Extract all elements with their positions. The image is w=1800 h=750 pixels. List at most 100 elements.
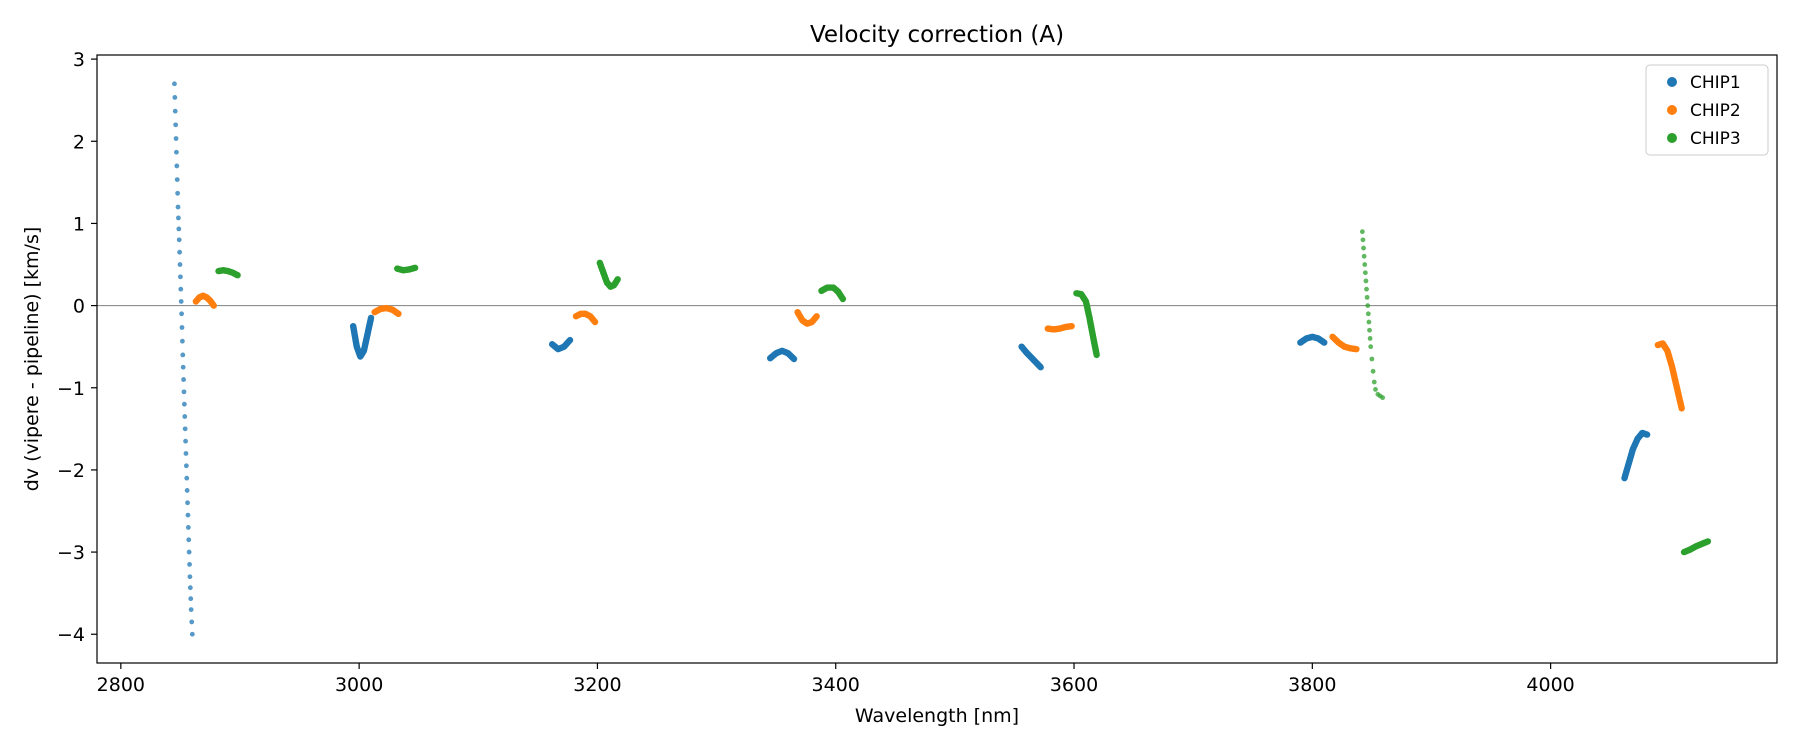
data-point <box>1362 270 1368 276</box>
x-tick-label: 3200 <box>573 674 621 696</box>
x-tick-label: 2800 <box>97 674 145 696</box>
data-point <box>176 237 182 243</box>
data-point <box>1364 286 1369 292</box>
data-point <box>172 81 177 87</box>
series-chip1-segment-5 <box>1018 343 1044 371</box>
chart-title: Velocity correction (A) <box>810 22 1064 48</box>
x-tick-label: 3400 <box>812 674 860 696</box>
data-point <box>566 336 574 344</box>
data-point <box>1362 262 1368 267</box>
series-chip3-segment-6 <box>1359 229 1386 401</box>
data-point <box>591 318 599 326</box>
data-point <box>189 631 195 637</box>
data-point <box>181 389 187 395</box>
data-point <box>1367 327 1372 333</box>
y-tick-label: 1 <box>73 213 85 235</box>
y-tick-label: −1 <box>57 378 85 400</box>
legend-label-chip2: CHIP2 <box>1690 101 1741 121</box>
data-point <box>181 401 187 407</box>
x-tick-label: 3000 <box>335 674 383 696</box>
data-point <box>1093 351 1100 359</box>
data-point <box>185 500 190 506</box>
legend-marker-chip2 <box>1667 105 1677 115</box>
data-point <box>185 512 191 518</box>
data-point <box>187 562 192 567</box>
series-chip1-segment-3 <box>548 336 574 353</box>
x-axis-label: Wavelength [nm] <box>855 705 1019 727</box>
x-tick-label: 3600 <box>1050 674 1098 696</box>
series-chip1 <box>172 81 1651 637</box>
legend-marker-chip1 <box>1667 77 1677 87</box>
x-tick-label: 4000 <box>1526 674 1574 696</box>
legend-marker-chip3 <box>1667 133 1677 143</box>
data-point <box>186 537 192 543</box>
y-tick-label: 2 <box>73 131 85 153</box>
data-point <box>1361 245 1366 251</box>
data-point <box>1678 405 1685 412</box>
series-chip3-segment-4 <box>818 284 847 303</box>
data-point <box>177 249 183 255</box>
series-chip1-segment-1 <box>172 81 195 637</box>
series-chip3-segment-2 <box>394 264 419 274</box>
data-point <box>1364 294 1370 300</box>
data-point <box>1360 237 1366 243</box>
data-point <box>1321 339 1328 346</box>
data-point <box>182 414 188 419</box>
data-point <box>234 271 241 279</box>
data-point <box>189 619 195 625</box>
data-point <box>1373 387 1378 392</box>
data-point <box>1068 322 1075 330</box>
data-point <box>839 295 847 303</box>
data-point <box>395 310 402 318</box>
series-chip2 <box>192 292 1685 412</box>
data-point <box>174 163 180 169</box>
data-point <box>180 352 186 358</box>
data-point <box>174 149 179 155</box>
series-chip3-segment-3 <box>596 259 621 290</box>
y-axis-label: dv (vipere - pipeline) [km/s] <box>21 227 43 492</box>
data-point <box>188 596 194 602</box>
legend-box <box>1645 64 1769 156</box>
data-point <box>180 364 186 370</box>
series-chip1-segment-7 <box>1621 429 1651 482</box>
data-point <box>614 276 621 283</box>
data-point <box>1367 336 1373 341</box>
plot-area <box>97 55 1777 663</box>
y-axis-ticks: 3 2 1 0 −1 −2 −3 −4 <box>57 49 97 646</box>
y-tick-label: −3 <box>57 542 85 564</box>
data-point <box>1380 395 1386 401</box>
data-point <box>184 475 190 481</box>
series-chip2-segment-1 <box>192 292 217 309</box>
data-point <box>186 549 192 555</box>
data-point <box>184 488 190 493</box>
data-point <box>179 311 185 317</box>
data-point <box>179 325 185 330</box>
data-point <box>210 302 217 309</box>
data-point <box>174 177 180 183</box>
series-chip2-segment-5 <box>1044 322 1075 333</box>
data-point <box>1370 368 1376 374</box>
data-point <box>179 338 185 344</box>
data-layer <box>172 81 1712 637</box>
series-chip3 <box>215 229 1712 556</box>
series-chip1-segment-6 <box>1297 333 1328 346</box>
series-chip3-segment-5 <box>1073 290 1100 359</box>
series-chip2-segment-7 <box>1654 340 1685 412</box>
data-point <box>172 108 178 114</box>
data-point <box>175 204 181 210</box>
data-point <box>183 463 189 469</box>
series-chip2-segment-3 <box>572 310 599 326</box>
data-point <box>1359 229 1365 235</box>
data-point <box>175 190 181 196</box>
data-point <box>1353 345 1360 353</box>
data-point <box>188 607 194 612</box>
data-point <box>1704 538 1712 545</box>
series-chip1-segment-2 <box>349 314 375 360</box>
data-point <box>173 122 179 128</box>
data-point <box>182 426 188 432</box>
legend: CHIP1 CHIP2 CHIP3 <box>1645 64 1769 156</box>
series-chip2-segment-2 <box>371 304 402 318</box>
y-tick-label: 0 <box>73 296 85 318</box>
data-point <box>187 574 193 580</box>
